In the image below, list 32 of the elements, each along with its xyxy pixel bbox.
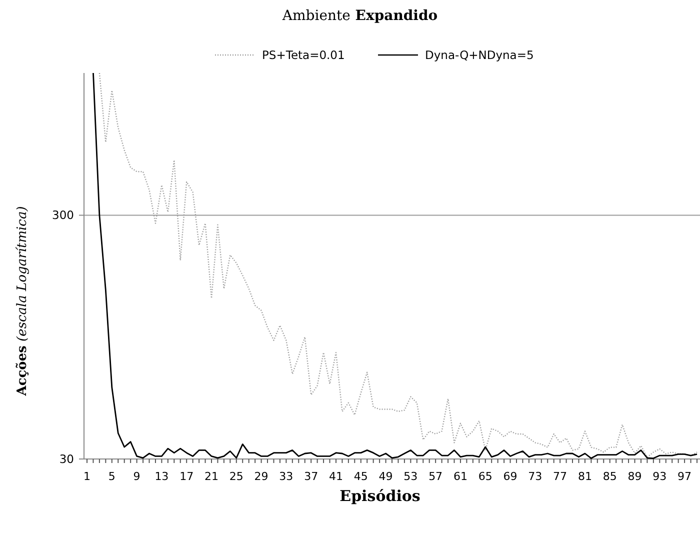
x-tick-label: 49 <box>378 470 393 483</box>
x-tick-label: 13 <box>154 470 169 483</box>
x-tick-label: 37 <box>304 470 318 483</box>
x-tick-label: 9 <box>133 470 140 483</box>
x-tick-label: 73 <box>528 470 542 483</box>
x-tick-label: 53 <box>404 470 418 483</box>
y-axis-title: Acções (escala Logarítmica) <box>15 206 30 397</box>
x-tick-label: 33 <box>279 470 294 483</box>
x-tick-label: 25 <box>229 470 244 483</box>
x-tick-label: 1 <box>84 470 90 483</box>
x-tick-label: 5 <box>108 470 116 483</box>
chart-title: Ambiente Expandido <box>281 8 438 24</box>
x-tick-label: 89 <box>628 470 642 483</box>
x-tick-label: 61 <box>453 470 468 483</box>
x-tick-label: 41 <box>328 470 343 483</box>
x-tick-label: 77 <box>553 470 568 483</box>
x-tick-label: 81 <box>578 470 592 483</box>
x-tick-label: 45 <box>354 470 368 483</box>
y-tick-label: 300 <box>52 208 74 222</box>
x-tick-label: 21 <box>204 470 218 483</box>
x-tick-label: 93 <box>652 470 667 483</box>
x-tick-label: 69 <box>503 470 518 483</box>
x-tick-label: 97 <box>678 470 692 483</box>
legend-label: Dyna-Q+NDyna=5 <box>425 48 534 62</box>
x-tick-label: 17 <box>180 470 194 483</box>
x-tick-label: 29 <box>254 470 268 483</box>
legend-label: PS+Teta=0.01 <box>262 48 345 62</box>
x-tick-label: 85 <box>602 470 617 483</box>
x-tick-label: 57 <box>428 470 443 483</box>
y-tick-label: 30 <box>59 452 74 466</box>
x-tick-label: 65 <box>478 470 492 483</box>
x-axis-title: Episódios <box>340 487 420 505</box>
